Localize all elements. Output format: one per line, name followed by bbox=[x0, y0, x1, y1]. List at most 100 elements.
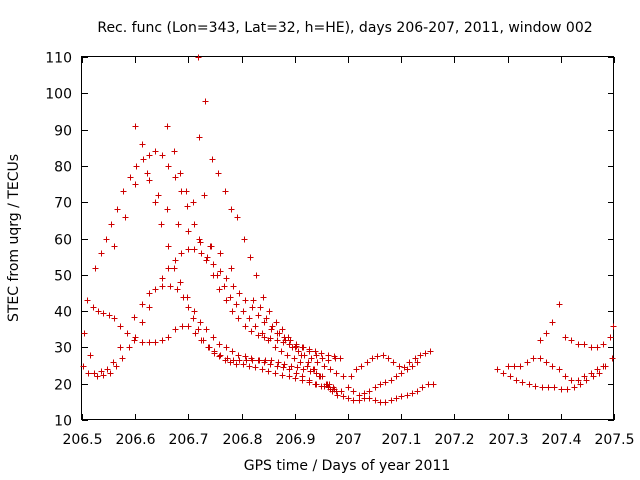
data-point bbox=[174, 286, 181, 293]
data-point bbox=[398, 393, 405, 400]
data-point bbox=[172, 257, 179, 264]
x-tick-label: 207.1 bbox=[381, 432, 421, 448]
data-point bbox=[217, 268, 224, 275]
data-point bbox=[274, 337, 281, 344]
plot-area bbox=[81, 56, 614, 420]
data-point bbox=[583, 377, 590, 384]
data-point bbox=[252, 364, 259, 371]
data-point bbox=[198, 337, 205, 344]
data-point bbox=[600, 341, 607, 348]
data-point bbox=[124, 330, 131, 337]
data-point bbox=[564, 386, 571, 393]
data-point bbox=[159, 337, 166, 344]
data-point bbox=[353, 366, 360, 373]
data-point bbox=[248, 328, 255, 335]
data-point bbox=[348, 373, 355, 380]
data-point bbox=[581, 373, 588, 380]
data-point bbox=[507, 373, 514, 380]
y-tick-label: 80 bbox=[54, 160, 72, 176]
data-point bbox=[155, 192, 162, 199]
data-point bbox=[159, 275, 166, 282]
x-tick-label: 206.8 bbox=[222, 432, 262, 448]
data-point bbox=[530, 355, 537, 362]
data-point bbox=[146, 177, 153, 184]
data-point bbox=[537, 355, 544, 362]
y-tick-label: 110 bbox=[45, 51, 72, 67]
data-point bbox=[292, 375, 299, 382]
data-point bbox=[235, 352, 242, 359]
data-point bbox=[340, 373, 347, 380]
data-point bbox=[98, 368, 105, 375]
data-point bbox=[380, 352, 387, 359]
data-point bbox=[250, 297, 257, 304]
data-point bbox=[259, 366, 266, 373]
data-point bbox=[117, 323, 124, 330]
data-point bbox=[179, 323, 186, 330]
data-point bbox=[285, 334, 292, 341]
data-point bbox=[110, 359, 117, 366]
data-point bbox=[364, 359, 371, 366]
data-point bbox=[131, 314, 138, 321]
data-point bbox=[310, 366, 317, 373]
data-point bbox=[274, 363, 281, 370]
y-tick-label: 50 bbox=[54, 269, 72, 285]
data-point bbox=[171, 265, 178, 272]
data-point bbox=[216, 353, 223, 360]
data-point bbox=[330, 384, 337, 391]
data-point bbox=[505, 363, 512, 370]
data-point bbox=[243, 357, 250, 364]
data-point bbox=[91, 370, 98, 377]
data-point bbox=[255, 312, 262, 319]
data-point bbox=[165, 334, 172, 341]
data-point bbox=[562, 334, 569, 341]
data-point bbox=[178, 250, 185, 257]
point-series bbox=[340, 381, 437, 406]
data-point bbox=[596, 370, 603, 377]
point-series bbox=[111, 170, 235, 272]
data-point bbox=[372, 397, 379, 404]
data-point bbox=[299, 344, 306, 351]
data-point bbox=[165, 243, 172, 250]
data-point bbox=[265, 368, 272, 375]
data-point bbox=[152, 199, 159, 206]
x-tick-label: 207.2 bbox=[434, 432, 474, 448]
data-point bbox=[319, 355, 326, 362]
data-point bbox=[204, 254, 211, 261]
data-point bbox=[568, 337, 575, 344]
data-point bbox=[242, 297, 249, 304]
data-point bbox=[234, 214, 241, 221]
data-point bbox=[255, 332, 262, 339]
data-point bbox=[316, 373, 323, 380]
data-point bbox=[177, 279, 184, 286]
data-point bbox=[98, 250, 105, 257]
data-point bbox=[167, 283, 174, 290]
data-point bbox=[289, 344, 296, 351]
data-point bbox=[295, 348, 302, 355]
data-point bbox=[556, 366, 563, 373]
data-point bbox=[266, 308, 273, 315]
data-point bbox=[260, 294, 267, 301]
data-point bbox=[500, 370, 507, 377]
data-point bbox=[318, 350, 325, 357]
data-point bbox=[494, 366, 501, 373]
data-point bbox=[577, 381, 584, 388]
data-point bbox=[388, 397, 395, 404]
data-point bbox=[513, 377, 520, 384]
data-point bbox=[95, 308, 102, 315]
data-point bbox=[133, 163, 140, 170]
data-point bbox=[240, 361, 247, 368]
data-point bbox=[549, 363, 556, 370]
data-point bbox=[321, 363, 328, 370]
data-point bbox=[581, 341, 588, 348]
data-point bbox=[172, 174, 179, 181]
data-point bbox=[312, 348, 319, 355]
data-point bbox=[575, 341, 582, 348]
data-point bbox=[242, 353, 249, 360]
data-point bbox=[215, 170, 222, 177]
y-axis-label: STEC from uqrg / TECUs bbox=[6, 154, 22, 322]
data-point bbox=[551, 384, 558, 391]
data-point bbox=[113, 363, 120, 370]
data-point bbox=[139, 301, 146, 308]
data-point bbox=[172, 326, 179, 333]
